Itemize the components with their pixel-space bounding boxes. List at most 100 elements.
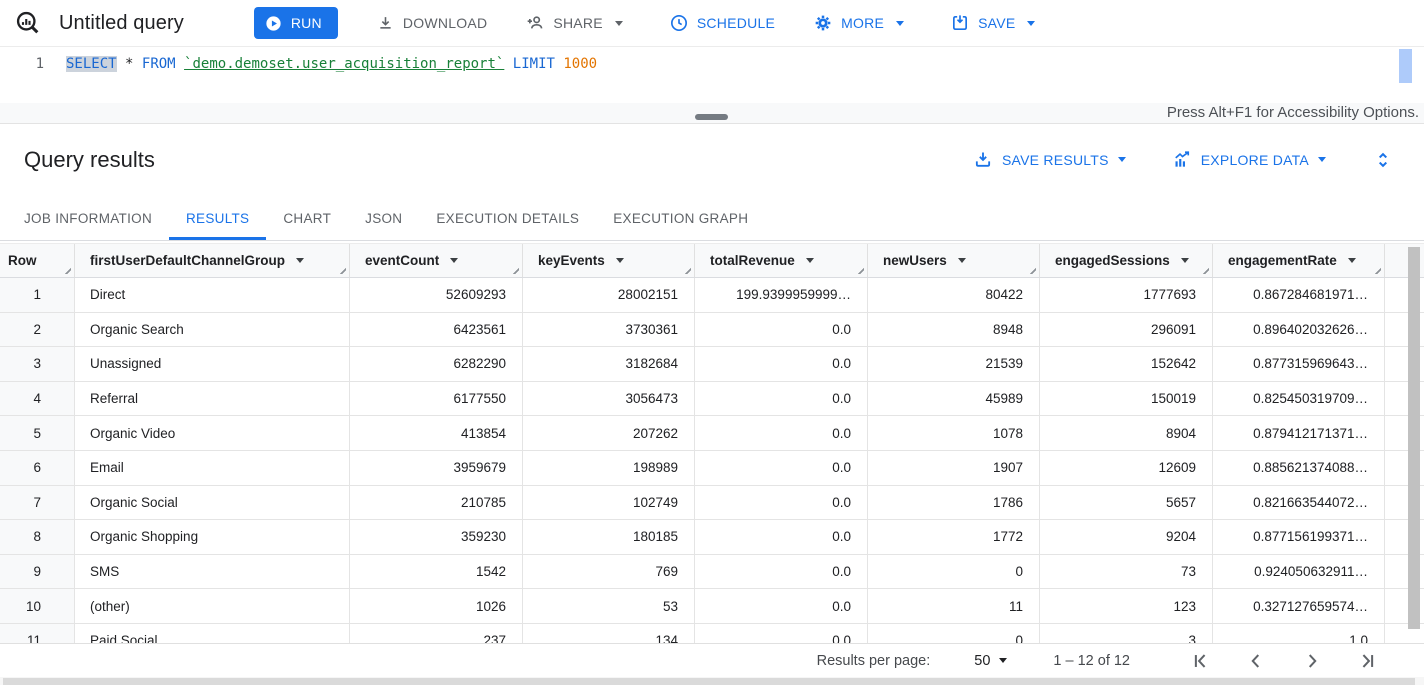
- tab-chart[interactable]: CHART: [283, 210, 332, 226]
- column-sort-dropdown-icon[interactable]: [1180, 258, 1189, 263]
- query-results-header: Query results SAVE RESULTS: [0, 124, 1424, 195]
- table-cell: 1078: [868, 416, 1040, 450]
- row-number-cell: 2: [0, 312, 75, 347]
- column-sort-dropdown-icon[interactable]: [805, 258, 814, 263]
- editor-results-divider: Press Alt+F1 for Accessibility Options.: [0, 103, 1424, 124]
- table-cell: 6177550: [350, 381, 523, 416]
- tab-execution-graph[interactable]: EXECUTION GRAPH: [613, 210, 749, 226]
- accessibility-hint: Press Alt+F1 for Accessibility Options.: [1166, 104, 1419, 121]
- column-sort-dropdown-icon[interactable]: [615, 258, 624, 263]
- pagination-bar: Results per page: 50 1 – 12 of 12: [0, 643, 1424, 677]
- person-add-icon: [528, 16, 543, 29]
- table-row: 1 Direct 52609293 28002151 199.9399959999… 80…: [0, 278, 1424, 313]
- column-resize-handle-icon[interactable]: [855, 265, 864, 274]
- table-cell: Direct: [75, 278, 350, 312]
- table-cell: (other): [75, 589, 350, 623]
- download-button[interactable]: DOWNLOAD: [376, 14, 487, 33]
- column-label: engagementRate: [1228, 253, 1337, 268]
- download-icon: [380, 16, 391, 29]
- tab-job-information[interactable]: JOB INFORMATION: [24, 210, 152, 226]
- table-cell: 45989: [868, 381, 1040, 416]
- column-resize-handle-icon[interactable]: [62, 265, 71, 274]
- table-cell: 8948: [868, 312, 1040, 347]
- table-cell: 210785: [350, 485, 523, 520]
- table-cell: SMS: [75, 554, 350, 589]
- query-title[interactable]: Untitled query: [59, 11, 184, 34]
- explore-data-button[interactable]: EXPLORE DATA: [1172, 150, 1326, 170]
- save-label: SAVE: [978, 15, 1016, 31]
- table-cell: 0.867284681971…: [1213, 278, 1385, 312]
- column-label: keyEvents: [538, 253, 605, 268]
- table-horizontal-scrollbar[interactable]: [0, 677, 1424, 685]
- panel-resize-handle[interactable]: [695, 114, 728, 120]
- last-page-button[interactable]: [1356, 649, 1380, 673]
- first-page-button[interactable]: [1188, 649, 1212, 673]
- table-cell: 53: [523, 589, 695, 623]
- run-button[interactable]: RUN: [253, 7, 338, 39]
- expand-results-button[interactable]: [1372, 149, 1394, 171]
- schedule-button[interactable]: SCHEDULE: [669, 13, 775, 33]
- column-sort-dropdown-icon[interactable]: [957, 258, 966, 263]
- table-cell: 11: [868, 589, 1040, 623]
- column-header-firstUserDefaultChannelGroup[interactable]: firstUserDefaultChannelGroup: [75, 244, 350, 277]
- tab-json[interactable]: JSON: [365, 210, 403, 226]
- table-cell: 1777693: [1040, 278, 1213, 312]
- table-cell: 0.0: [695, 450, 868, 485]
- line-number: 1: [35, 56, 44, 72]
- table-header-row: Row firstUserDefaultChannelGroup eventCoun…: [0, 243, 1424, 278]
- sql-code-line[interactable]: SELECT * FROM `demo.demoset.user_acquisi…: [66, 56, 597, 72]
- row-number-cell: 3: [0, 347, 75, 381]
- column-resize-handle-icon[interactable]: [1200, 265, 1209, 274]
- column-header-totalRevenue[interactable]: totalRevenue: [695, 244, 868, 277]
- sql-editor[interactable]: 1 SELECT * FROM `demo.demoset.user_acqui…: [0, 48, 1424, 103]
- column-resize-handle-icon[interactable]: [337, 265, 346, 274]
- table-cell: 0: [868, 623, 1040, 643]
- table-cell: 3730361: [523, 312, 695, 347]
- column-resize-handle-icon[interactable]: [1372, 265, 1381, 274]
- column-sort-dropdown-icon[interactable]: [1347, 258, 1356, 263]
- sql-table-reference-link[interactable]: `demo.demoset.user_acquisition_report`: [184, 56, 505, 72]
- column-header-engagedSessions[interactable]: engagedSessions: [1040, 244, 1213, 277]
- save-results-label: SAVE RESULTS: [1001, 151, 1109, 168]
- share-button[interactable]: SHARE: [525, 13, 623, 33]
- table-cell: 1026: [350, 589, 523, 623]
- table-cell: 0.0: [695, 554, 868, 589]
- table-cell: 1.0: [1213, 623, 1385, 643]
- row-number-cell: 1: [0, 278, 75, 312]
- column-sort-dropdown-icon[interactable]: [450, 258, 459, 263]
- column-resize-handle-icon[interactable]: [682, 265, 691, 274]
- page-range-label: 1 – 12 of 12: [1053, 652, 1130, 669]
- next-page-button[interactable]: [1300, 649, 1324, 673]
- table-row: 2 Organic Search 6423561 3730361 0.0 8948 2960…: [0, 312, 1424, 348]
- tab-execution-details[interactable]: EXECUTION DETAILS: [436, 210, 580, 226]
- more-dropdown-icon: [896, 20, 905, 26]
- table-body: 1 Direct 52609293 28002151 199.9399959999… 80…: [0, 278, 1424, 643]
- table-cell: 359230: [350, 520, 523, 554]
- prev-page-button[interactable]: [1244, 649, 1268, 673]
- column-resize-handle-icon[interactable]: [1027, 265, 1036, 274]
- unfold-icon: [1378, 152, 1388, 167]
- tab-results[interactable]: RESULTS: [169, 196, 266, 240]
- column-header-keyEvents[interactable]: keyEvents: [523, 244, 695, 277]
- table-row: 9 SMS 1542 769 0.0 0 73 0.924050632911…: [0, 554, 1424, 590]
- column-header-eventCount[interactable]: eventCount: [350, 244, 523, 277]
- table-cell: Unassigned: [75, 347, 350, 381]
- column-resize-handle-icon[interactable]: [510, 265, 519, 274]
- table-cell: 296091: [1040, 312, 1213, 347]
- more-button[interactable]: MORE: [813, 13, 905, 33]
- save-results-button[interactable]: SAVE RESULTS: [973, 150, 1126, 170]
- editor-scrollbar-thumb[interactable]: [1399, 49, 1412, 83]
- table-vertical-scrollbar[interactable]: [1406, 244, 1422, 642]
- column-sort-dropdown-icon[interactable]: [296, 258, 305, 263]
- save-results-dropdown-icon: [1117, 157, 1126, 162]
- page-size-select[interactable]: 50: [974, 653, 1008, 669]
- column-header-newUsers[interactable]: newUsers: [868, 244, 1040, 277]
- save-button[interactable]: SAVE: [950, 13, 1036, 33]
- table-horizontal-scrollbar-thumb[interactable]: [3, 678, 1415, 685]
- table-cell: Referral: [75, 381, 350, 416]
- table-cell: 0.896402032626…: [1213, 312, 1385, 347]
- row-number-cell: 6: [0, 450, 75, 485]
- table-cell: 6423561: [350, 312, 523, 347]
- column-header-engagementRate[interactable]: engagementRate: [1213, 244, 1385, 277]
- table-vertical-scrollbar-thumb[interactable]: [1408, 247, 1420, 629]
